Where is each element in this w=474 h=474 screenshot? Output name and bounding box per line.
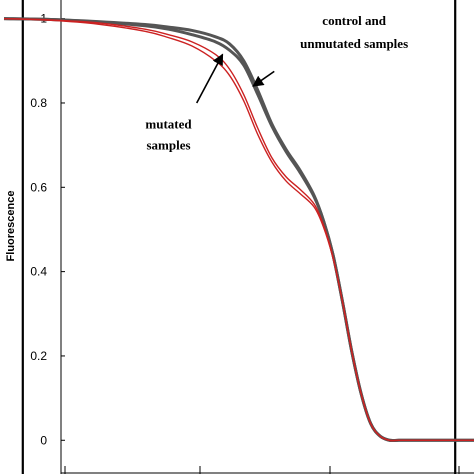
y-tick-label: 0.4 xyxy=(30,265,47,279)
mutated-annotation-text: mutated xyxy=(145,116,192,131)
y-axis: 00.20.40.60.81 xyxy=(30,0,65,474)
mutated-annotation-arrow xyxy=(195,53,224,104)
mutated-annotation-text: samples xyxy=(146,137,190,152)
y-tick-label: 0 xyxy=(40,433,47,447)
control-series-line xyxy=(3,17,474,443)
control-annotation-text: unmutated samples xyxy=(300,36,408,51)
control-series-line xyxy=(3,17,474,443)
vertical-lines xyxy=(21,0,457,474)
mutated-series-line xyxy=(3,17,474,442)
y-tick-label: 0.2 xyxy=(30,349,47,363)
y-axis-title: Fluorescence xyxy=(5,191,17,262)
x-axis xyxy=(61,466,474,474)
control-annotation-arrow xyxy=(252,70,275,87)
y-tick-label: 0.6 xyxy=(30,180,47,194)
control-annotation-text: control and xyxy=(322,13,386,28)
mutated-series-line xyxy=(3,17,474,442)
y-tick-label: 0.8 xyxy=(30,96,47,110)
annotation-layer: control and unmutated samples mutated sampl… xyxy=(145,13,408,152)
series-layer xyxy=(3,17,474,443)
